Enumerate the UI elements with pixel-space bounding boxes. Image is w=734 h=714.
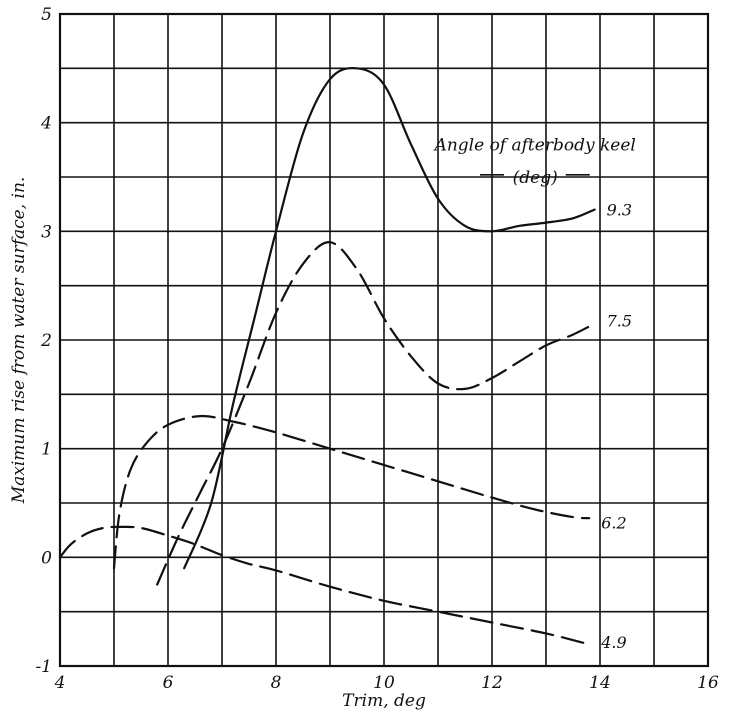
plot-frame [58, 12, 710, 668]
grid [58, 12, 710, 668]
series-label-7-5: 7.5 [607, 311, 632, 330]
series-line-9-3 [183, 66, 596, 570]
x-axis-title: Trim, deg [342, 691, 426, 711]
y-tick-label: 4 [40, 114, 52, 134]
series-line-6-2 [112, 414, 591, 570]
y-tick-label: 2 [40, 331, 52, 351]
series-line-7-5 [156, 241, 596, 586]
series-label-6-2: 6.2 [601, 514, 626, 533]
series-label-4-9: 4.9 [600, 633, 626, 652]
x-tick-label: 8 [271, 673, 282, 693]
x-tick-label: 12 [481, 673, 503, 693]
series-label-9-3: 9.3 [607, 201, 632, 220]
y-tick-label: 3 [41, 222, 52, 242]
series-labels: 9.3 7.5 6.2 4.9 [480, 174, 632, 652]
y-tick-label: -1 [35, 657, 52, 677]
x-tick-label: 6 [163, 673, 174, 693]
x-tick-label: 10 [373, 673, 395, 693]
series-line-4-9 [58, 525, 591, 646]
legend-subtitle: (deg) [513, 168, 558, 188]
legend-title: Angle of afterbody keel [433, 135, 636, 155]
x-tick-label: 16 [697, 673, 719, 693]
y-axis-title: Maximum rise from water surface, in. [9, 177, 29, 505]
x-tick-label: 4 [54, 673, 66, 693]
y-tick-label: 1 [41, 440, 52, 460]
y-tick-label: 0 [41, 548, 52, 568]
y-tick-label: 5 [41, 5, 52, 25]
plot-lines [58, 66, 596, 646]
x-tick-label: 14 [589, 673, 611, 693]
